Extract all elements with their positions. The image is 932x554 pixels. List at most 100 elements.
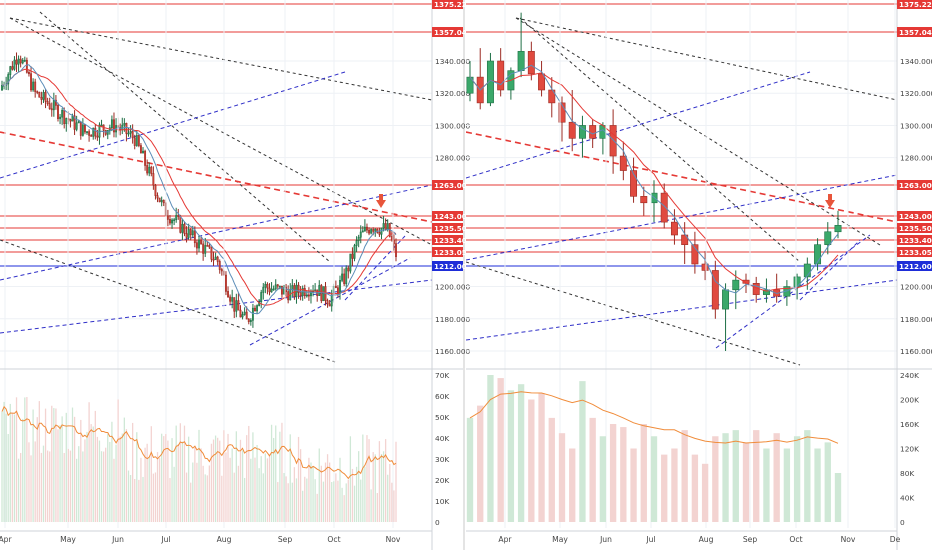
left-volume-bar <box>109 441 111 522</box>
left-candle <box>139 145 142 154</box>
right-volume-bar <box>620 427 627 522</box>
left-volume-bar <box>333 481 335 522</box>
right-candle <box>711 270 719 310</box>
left-candle <box>50 108 53 111</box>
left-volume-bar <box>382 451 385 522</box>
left-volume-bar <box>293 467 296 522</box>
left-candle <box>113 119 115 133</box>
left-volume-bar <box>343 495 345 522</box>
right-volume-bar <box>589 417 596 522</box>
left-volume-bar <box>24 397 26 522</box>
left-volume-bar <box>57 429 59 522</box>
left-volume-bar <box>308 457 310 522</box>
left-candle <box>166 215 169 220</box>
left-volume-bar <box>258 468 260 522</box>
left-volume-bar <box>339 457 341 522</box>
left-candle <box>171 219 173 224</box>
left-candle <box>193 230 196 244</box>
right-candle <box>517 51 525 71</box>
left-volume-bar <box>61 416 63 522</box>
left-volume-bar <box>277 482 279 522</box>
right-candle <box>670 221 678 236</box>
right-level-label: 1263.000 <box>899 181 932 190</box>
left-candle <box>48 103 51 110</box>
left-volume-tick: 10K <box>435 497 449 506</box>
left-volume-bar <box>131 422 134 522</box>
left-volume-bar <box>107 433 109 522</box>
left-candle <box>123 122 126 126</box>
right-candles <box>466 12 842 351</box>
left-candle <box>34 81 37 92</box>
left-candle <box>57 105 59 119</box>
right-volume-bar <box>661 454 668 522</box>
left-volume-bar <box>53 408 55 522</box>
left-volume-bar <box>283 473 285 522</box>
left-level-label: 1212.000 <box>434 262 472 271</box>
left-candle <box>98 124 101 138</box>
left-volume-bar <box>80 419 82 522</box>
left-volume-bar <box>351 468 354 522</box>
right-level-label: 1375.227 <box>899 0 932 9</box>
left-volume-bar <box>324 462 327 522</box>
left-volume-bar <box>127 470 130 522</box>
right-volume-tick: 240K <box>900 371 919 380</box>
left-volume-bar <box>299 449 302 522</box>
right-trendline <box>799 239 861 301</box>
left-candle <box>38 92 41 98</box>
left-volume-bars <box>1 397 397 522</box>
left-candle <box>121 124 124 130</box>
left-candle <box>318 285 321 296</box>
left-candle <box>198 239 200 249</box>
left-candle <box>357 236 360 241</box>
left-volume-bar <box>173 466 175 522</box>
left-candle <box>382 223 385 229</box>
right-volume-bar <box>793 436 801 522</box>
left-volume-bar <box>297 436 300 522</box>
right-volume-bar <box>824 442 831 522</box>
left-volume-bar <box>144 447 146 522</box>
left-candle <box>351 253 354 259</box>
left-trendline <box>9 17 432 101</box>
right-candle <box>660 192 668 223</box>
right-plot-area <box>466 3 897 366</box>
right-candle <box>538 73 546 91</box>
left-level-label: 1357.041 <box>434 28 472 37</box>
left-volume-bar <box>198 429 200 522</box>
right-candle <box>732 279 740 291</box>
left-volume-bar <box>206 475 208 522</box>
right-volume-bar <box>507 390 515 522</box>
left-volume-bar <box>362 434 364 522</box>
left-plot-area <box>0 3 432 363</box>
left-volume-bar <box>212 439 215 522</box>
left-candle <box>231 297 234 302</box>
left-candle <box>137 135 140 146</box>
left-volume-bar <box>150 426 152 522</box>
left-candle <box>266 283 269 289</box>
left-candle <box>144 150 147 166</box>
left-candle <box>54 99 57 106</box>
left-volume-bar <box>347 479 349 522</box>
left-candle <box>218 261 221 270</box>
left-candle <box>216 256 219 262</box>
right-candle <box>558 102 566 123</box>
left-volume-bar <box>15 397 18 522</box>
left-volume-bar <box>163 436 165 522</box>
left-candle <box>30 73 32 91</box>
left-level-label: 1263.000 <box>434 181 472 190</box>
left-volume-bar <box>146 443 148 522</box>
left-volume-bar <box>119 436 121 522</box>
left-volume-bar <box>337 480 339 522</box>
left-candle <box>328 303 331 307</box>
left-volume-bar <box>246 435 248 522</box>
left-candle <box>372 229 375 232</box>
left-volume-bar <box>320 465 322 522</box>
left-candle <box>326 300 329 305</box>
left-volume-bar <box>241 450 244 522</box>
left-candle <box>276 284 279 287</box>
left-candle <box>274 284 277 290</box>
left-candle <box>21 59 24 64</box>
right-candle <box>497 60 505 91</box>
left-volume-bar <box>204 474 206 522</box>
left-volume-bar <box>349 436 352 522</box>
left-volume-bar <box>223 430 225 522</box>
